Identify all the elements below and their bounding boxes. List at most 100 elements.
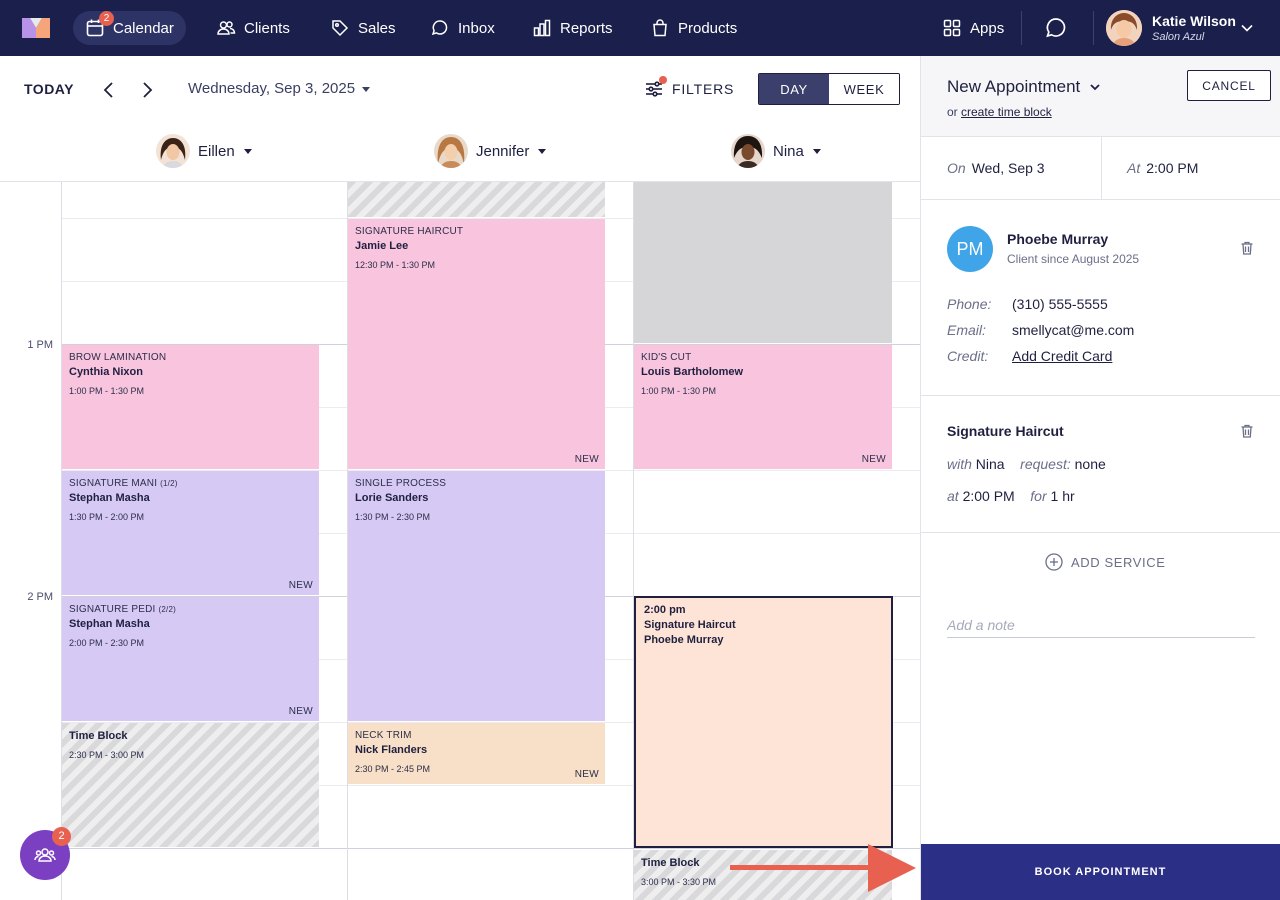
staff-header-jennifer[interactable]: Jennifer xyxy=(434,134,547,168)
new-appointment-preview[interactable]: 2:00 pm Signature Haircut Phoebe Murray xyxy=(634,596,893,848)
slot-line xyxy=(62,722,920,723)
appointment-card[interactable]: NECK TRIM Nick Flanders 2:30 PM - 2:45 P… xyxy=(348,723,605,784)
appointment-card[interactable]: SIGNATURE MANI (1/2) Stephan Masha 1:30 … xyxy=(62,471,319,595)
time-block-card[interactable]: Time Block 2:30 PM - 3:00 PM xyxy=(62,723,319,847)
date-field[interactable]: On Wed, Sep 3 xyxy=(947,160,1045,176)
appointment-client: Jamie Lee xyxy=(355,240,409,252)
time-block-card[interactable]: Time Block 3:00 PM - 3:30 PM xyxy=(634,850,892,900)
calendar-badge: 2 xyxy=(99,11,114,26)
time-block-label: Time Block xyxy=(641,857,700,869)
view-toggle: DAY WEEK xyxy=(758,73,900,105)
add-credit-card-link[interactable]: Add Credit Card xyxy=(1012,348,1113,364)
staff-name: Eillen xyxy=(198,142,235,160)
appointment-card[interactable]: KID'S CUT Louis Bartholomew 1:00 PM - 1:… xyxy=(634,345,892,469)
preview-client: Phoebe Murray xyxy=(644,634,724,646)
book-appointment-button[interactable]: BOOK APPOINTMENT xyxy=(921,844,1280,900)
appointment-service: SIGNATURE HAIRCUT xyxy=(355,226,464,237)
nav-apps[interactable]: Apps xyxy=(930,11,1016,45)
appointment-client: Louis Bartholomew xyxy=(641,366,744,378)
nav-products-label: Products xyxy=(678,19,738,37)
service-staff-row: with Nina request: none xyxy=(947,456,1106,472)
reports-icon xyxy=(532,18,552,38)
calendar-grid[interactable]: 1 PM 2 PM BROW LAMINATION Cynthia Nixon … xyxy=(0,181,920,900)
time-field[interactable]: At 2:00 PM xyxy=(1127,160,1199,176)
calendar-toolbar: TODAY Wednesday, Sep 3, 2025 FILTERS DAY… xyxy=(0,56,920,126)
panel-title-dropdown[interactable]: New Appointment xyxy=(947,77,1102,97)
add-service-button[interactable]: ADD SERVICE xyxy=(1045,553,1166,571)
new-client-tag: NEW xyxy=(288,706,313,717)
view-week-button[interactable]: WEEK xyxy=(829,74,899,104)
appointment-service: BROW LAMINATION xyxy=(69,352,167,363)
chevron-down-icon xyxy=(1090,84,1100,91)
nav-inbox-label: Inbox xyxy=(458,19,495,37)
date-picker[interactable]: Wednesday, Sep 3, 2025 xyxy=(188,80,371,97)
chevron-down-icon[interactable] xyxy=(1240,21,1254,35)
staff-name: Jennifer xyxy=(476,142,530,160)
nav-clients[interactable]: Clients xyxy=(204,11,302,45)
staff-header-eillen[interactable]: Eillen xyxy=(156,134,253,168)
new-appointment-panel: New Appointment or create time block CAN… xyxy=(920,56,1280,900)
staff-header-nina[interactable]: Nina xyxy=(731,134,822,168)
time-block-label: Time Block xyxy=(69,730,128,742)
apps-grid-icon xyxy=(942,18,962,38)
appointment-client: Stephan Masha xyxy=(69,492,150,504)
filters-button[interactable]: FILTERS xyxy=(644,76,734,99)
blocked-slot[interactable] xyxy=(634,182,892,343)
appointment-part: (1/2) xyxy=(160,479,178,488)
caret-down-icon xyxy=(243,149,252,154)
client-avatar: PM xyxy=(947,226,993,272)
appointment-card[interactable]: SINGLE PROCESS Lorie Sanders 1:30 PM - 2… xyxy=(348,471,605,721)
phone-value: (310) 555-5555 xyxy=(1012,296,1108,312)
column-divider xyxy=(347,182,348,900)
inbox-icon xyxy=(430,18,450,38)
service-time[interactable]: 2:00 PM xyxy=(962,488,1015,504)
nav-calendar-label: Calendar xyxy=(113,19,174,37)
appointment-card[interactable]: BROW LAMINATION Cynthia Nixon 1:00 PM - … xyxy=(62,345,319,469)
view-day-button[interactable]: DAY xyxy=(759,74,829,104)
appointment-client: Stephan Masha xyxy=(69,618,150,630)
date-time-row: On Wed, Sep 3 At 2:00 PM xyxy=(921,137,1280,200)
service-request[interactable]: none xyxy=(1074,456,1106,472)
panel-header: New Appointment or create time block CAN… xyxy=(921,56,1280,137)
user-name[interactable]: Katie Wilson xyxy=(1152,13,1236,29)
appointment-card[interactable]: SIGNATURE PEDI (2/2) Stephan Masha 2:00 … xyxy=(62,597,319,721)
nav-calendar[interactable]: 2 Calendar xyxy=(73,11,186,45)
nav-inbox[interactable]: Inbox xyxy=(418,11,507,45)
nav-sales[interactable]: Sales xyxy=(318,11,408,45)
chevron-left-icon xyxy=(103,82,113,98)
tag-icon xyxy=(330,18,350,38)
bag-icon xyxy=(650,18,670,38)
chat-icon[interactable] xyxy=(1044,16,1068,40)
time-block-time: 2:30 PM - 3:00 PM xyxy=(69,750,145,760)
client-section: PM Phoebe Murray Client since August 202… xyxy=(921,200,1280,396)
client-name[interactable]: Phoebe Murray xyxy=(1007,231,1109,247)
service-name[interactable]: Signature Haircut xyxy=(947,423,1064,439)
nav-products[interactable]: Products xyxy=(638,11,749,45)
user-avatar[interactable] xyxy=(1106,10,1142,46)
prev-day-button[interactable] xyxy=(99,80,119,100)
column-divider xyxy=(633,182,634,900)
add-service-label: ADD SERVICE xyxy=(1071,554,1166,570)
staff-avatar xyxy=(731,134,765,168)
trash-icon[interactable] xyxy=(1239,423,1255,439)
service-section: Signature Haircut with Nina request: non… xyxy=(921,396,1280,533)
cancel-button[interactable]: CANCEL xyxy=(1187,70,1271,101)
note-input[interactable] xyxy=(947,612,1255,638)
time-block-card[interactable] xyxy=(348,182,605,217)
appointment-client: Lorie Sanders xyxy=(355,492,429,504)
trash-icon[interactable] xyxy=(1239,240,1255,256)
today-button[interactable]: TODAY xyxy=(24,81,74,97)
appointment-client: Cynthia Nixon xyxy=(69,366,143,378)
appointment-card[interactable]: SIGNATURE HAIRCUT Jamie Lee 12:30 PM - 1… xyxy=(348,219,605,469)
fab-badge: 2 xyxy=(52,827,71,846)
top-nav: 2 Calendar Clients Sales Inbox Reports P… xyxy=(0,0,1280,56)
next-day-button[interactable] xyxy=(137,80,157,100)
create-time-block-link[interactable]: create time block xyxy=(961,105,1052,119)
service-duration[interactable]: 1 hr xyxy=(1050,488,1075,504)
nav-reports[interactable]: Reports xyxy=(520,11,625,45)
staff-avatar xyxy=(156,134,190,168)
user-salon: Salon Azul xyxy=(1152,31,1205,43)
appointment-service: SINGLE PROCESS xyxy=(355,478,447,489)
service-staff[interactable]: Nina xyxy=(975,456,1005,472)
logo-icon[interactable] xyxy=(20,14,52,40)
